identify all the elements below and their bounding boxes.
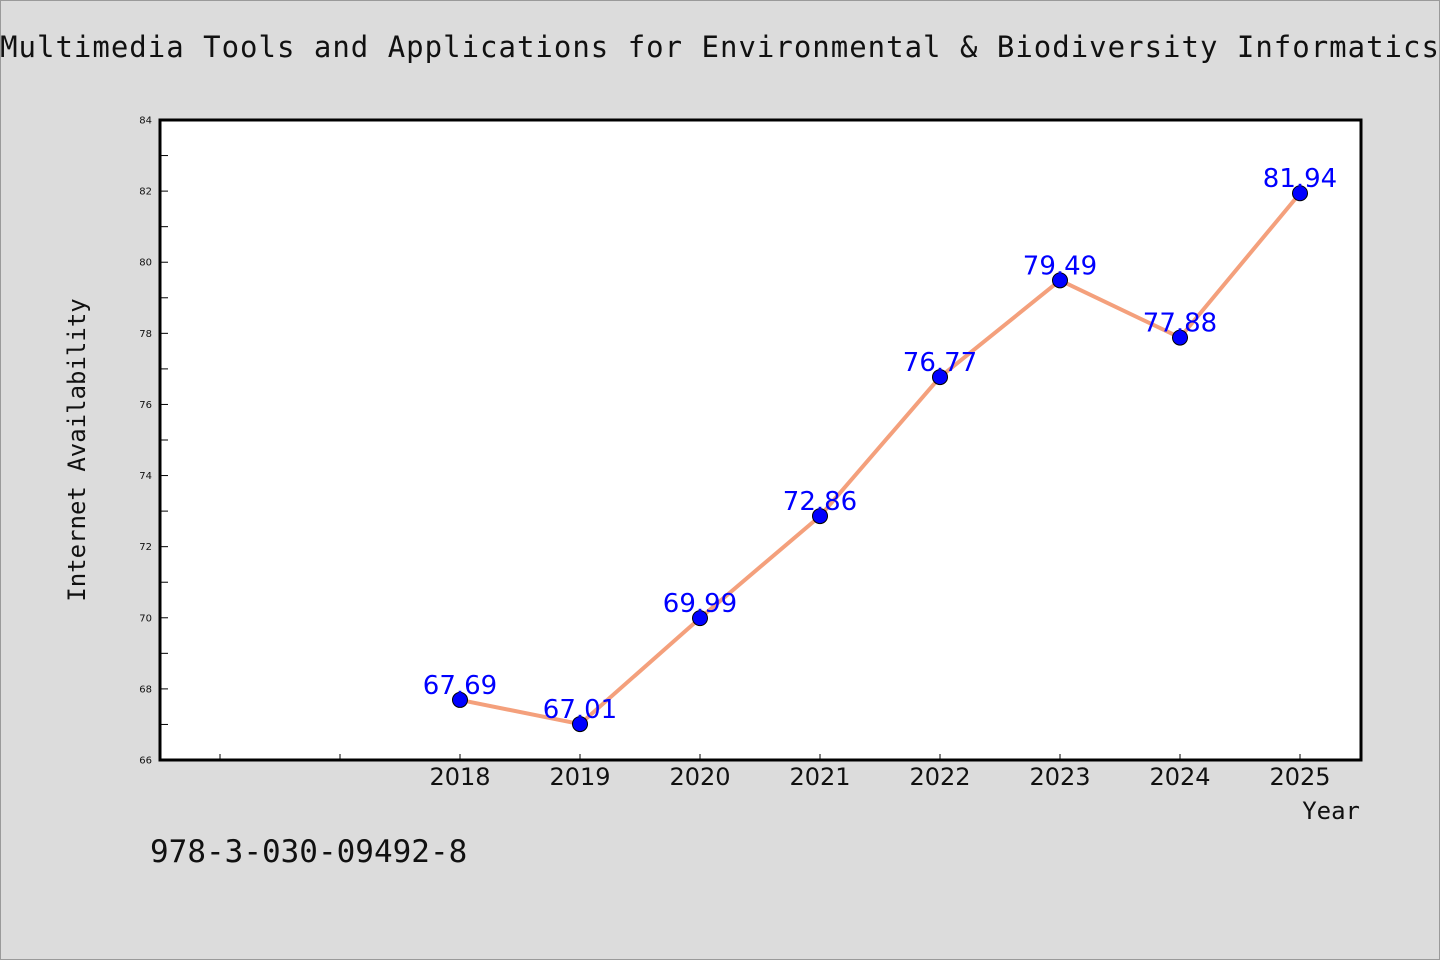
data-point-2022 [932, 369, 948, 386]
y-tick-label: 66 [139, 756, 152, 767]
chart-title: Multimedia Tools and Applications for En… [0, 30, 1440, 64]
data-label-2018: 67.69 [423, 671, 497, 701]
x-tick-label: 2021 [789, 763, 850, 791]
y-tick-label: 76 [139, 400, 152, 411]
y-tick-label: 84 [139, 116, 152, 127]
y-tick-label: 82 [139, 187, 152, 198]
x-tick-label: 2023 [1029, 763, 1090, 791]
y-tick-label: 80 [139, 258, 152, 269]
data-label-2025: 81.94 [1263, 164, 1337, 194]
series-line-group [459, 191, 1302, 727]
data-labels-group: 67.69 67.01 69.99 72.86 76.77 79.49 77.88 81.94 [423, 164, 1337, 725]
series-line [459, 191, 1302, 727]
x-tick-label: 2020 [669, 763, 730, 791]
x-tick-label: 2022 [909, 763, 970, 791]
plot-area [158, 118, 1363, 762]
data-point-2023 [1052, 272, 1068, 289]
isbn-text: 978-3-030-09492-8 [150, 834, 468, 870]
data-point-2019 [572, 716, 588, 733]
data-point-2018 [452, 691, 468, 708]
data-point-2025 [1292, 185, 1308, 202]
data-point-2020 [692, 610, 708, 627]
x-axis-label: Year [1302, 797, 1360, 825]
data-label-2022: 76.77 [903, 348, 977, 378]
y-tick-label: 68 [139, 684, 152, 695]
x-axis: 2018 2019 2020 2021 2022 2023 2024 2025 [219, 754, 1331, 791]
data-point-2021 [812, 508, 828, 525]
y-axis: 66 68 70 72 74 76 78 80 82 84 [139, 116, 168, 767]
x-tick-label: 2025 [1269, 763, 1330, 791]
y-tick-label: 78 [139, 329, 152, 340]
data-label-2023: 79.49 [1023, 251, 1097, 281]
x-tick-label: 2018 [429, 763, 490, 791]
data-label-2021: 72.86 [783, 487, 857, 517]
y-tick-label: 72 [139, 542, 152, 553]
data-point-2024 [1172, 329, 1188, 346]
data-label-2019: 67.01 [543, 695, 617, 725]
x-tick-label: 2019 [549, 763, 610, 791]
data-label-2020: 69.99 [663, 589, 737, 619]
data-label-2024: 77.88 [1143, 309, 1217, 339]
y-axis-label: Internet Availability [63, 298, 91, 601]
y-tick-label: 74 [139, 471, 152, 482]
x-tick-label: 2024 [1149, 763, 1210, 791]
y-tick-label: 70 [139, 613, 152, 624]
series-points-group [452, 185, 1308, 733]
